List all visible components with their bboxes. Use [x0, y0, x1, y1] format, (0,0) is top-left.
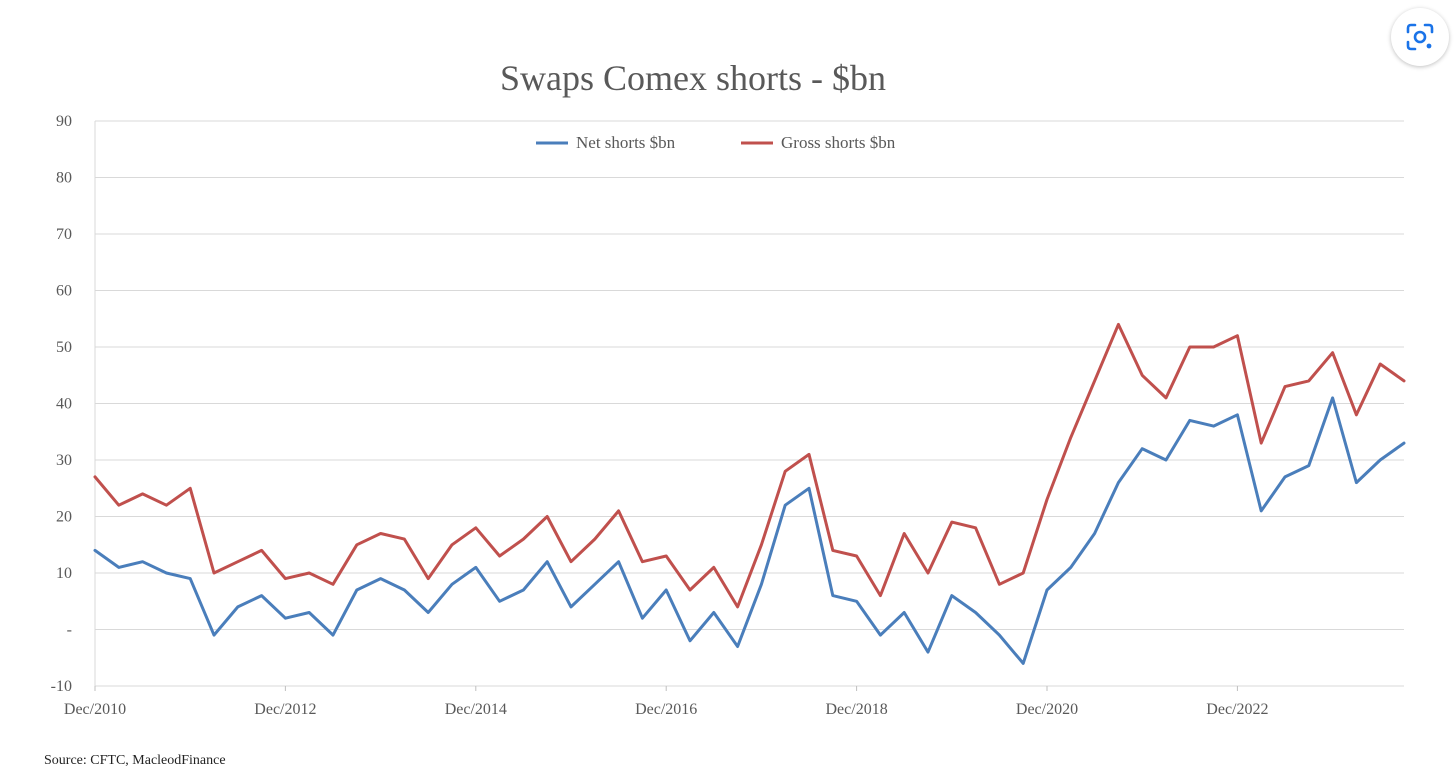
x-tick-label: Dec/2012 [254, 701, 316, 718]
y-tick-label: 70 [56, 226, 72, 243]
y-tick-label: 90 [56, 113, 72, 130]
x-tick-label: Dec/2020 [1016, 701, 1078, 718]
series-line-net-shorts [93, 396, 1406, 665]
y-tick-label: 30 [56, 452, 72, 469]
x-tick-label: Dec/2016 [635, 701, 697, 718]
x-tick-label: Dec/2022 [1206, 701, 1268, 718]
visual-search-button[interactable] [1391, 8, 1449, 66]
chart-title: Swaps Comex shorts - $bn [500, 58, 886, 98]
y-tick-label: 80 [56, 170, 72, 187]
gridlines [94, 120, 1404, 687]
legend-label: Gross shorts $bn [781, 133, 896, 152]
y-axis-ticks: 90 80 70 60 50 40 30 20 10 - -10 [51, 113, 72, 695]
series-line-gross-shorts [93, 322, 1406, 609]
series-lines [93, 322, 1406, 665]
source-note: Source: CFTC, MacleodFinance [44, 753, 226, 768]
y-tick-label: - [67, 622, 72, 639]
y-tick-label: 40 [56, 396, 72, 413]
x-axis-ticks: Dec/2010 Dec/2012 Dec/2014 Dec/2016 Dec/2018… [64, 686, 1269, 718]
lens-icon [1406, 23, 1434, 51]
legend: Net shorts $bn Gross shorts $bn [536, 133, 896, 152]
x-tick-label: Dec/2010 [64, 701, 126, 718]
y-tick-label: 10 [56, 565, 72, 582]
x-tick-label: Dec/2018 [825, 701, 887, 718]
y-tick-label: 50 [56, 339, 72, 356]
y-tick-label: 20 [56, 509, 72, 526]
y-tick-label: 60 [56, 283, 72, 300]
x-tick-label: Dec/2014 [445, 701, 507, 718]
y-tick-label: -10 [51, 678, 72, 695]
legend-label: Net shorts $bn [576, 133, 676, 152]
